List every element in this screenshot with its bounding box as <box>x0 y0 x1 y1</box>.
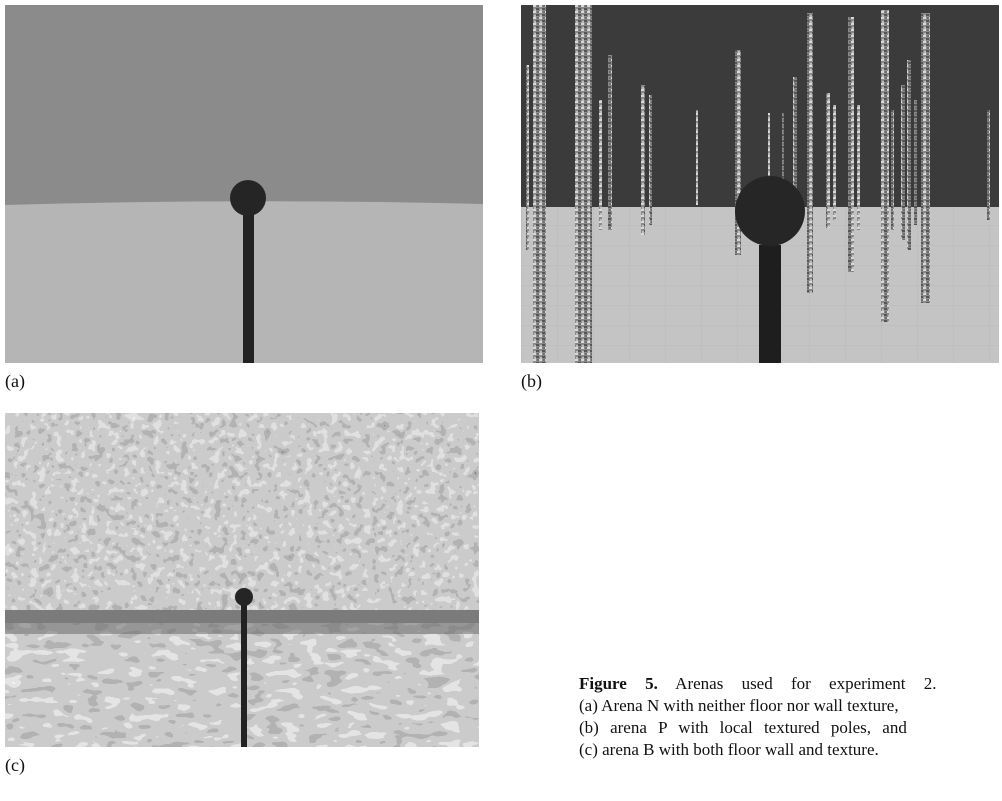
panel-label-b: (b) <box>521 371 542 391</box>
caption-line-3: (b) arena P with local textured poles, a… <box>579 718 907 737</box>
figure-caption: Figure 5. Arenas used for experiment 2. … <box>579 673 995 761</box>
landmark-pole <box>241 603 247 747</box>
figure-number: Figure 5. <box>579 674 658 693</box>
landmark-pole <box>759 245 781 363</box>
arena-wall <box>5 5 483 205</box>
caption-text-1: Arenas used for experiment 2. <box>675 674 937 693</box>
panel-label-a: (a) <box>5 371 25 391</box>
caption-line-4: (c) arena B with both floor wall and tex… <box>579 740 879 759</box>
panel-label-c: (c) <box>5 755 25 775</box>
figure-panel-c <box>5 413 479 747</box>
figure-panel-b <box>521 5 999 363</box>
landmark-pole <box>243 205 254 363</box>
landmark-ball <box>735 176 805 246</box>
textured-poles <box>526 5 990 363</box>
landmark-ball <box>230 180 266 216</box>
arena-b-render <box>5 413 479 747</box>
figure-panel-a <box>5 5 483 363</box>
caption-line-1: Figure 5. Arenas used for experiment 2. <box>579 673 995 695</box>
arena-p-render <box>521 5 999 363</box>
landmark-ball <box>235 588 253 606</box>
caption-line-2: (a) Arena N with neither floor nor wall … <box>579 696 899 715</box>
arena-wall <box>5 413 479 610</box>
arena-n-render <box>5 5 483 363</box>
